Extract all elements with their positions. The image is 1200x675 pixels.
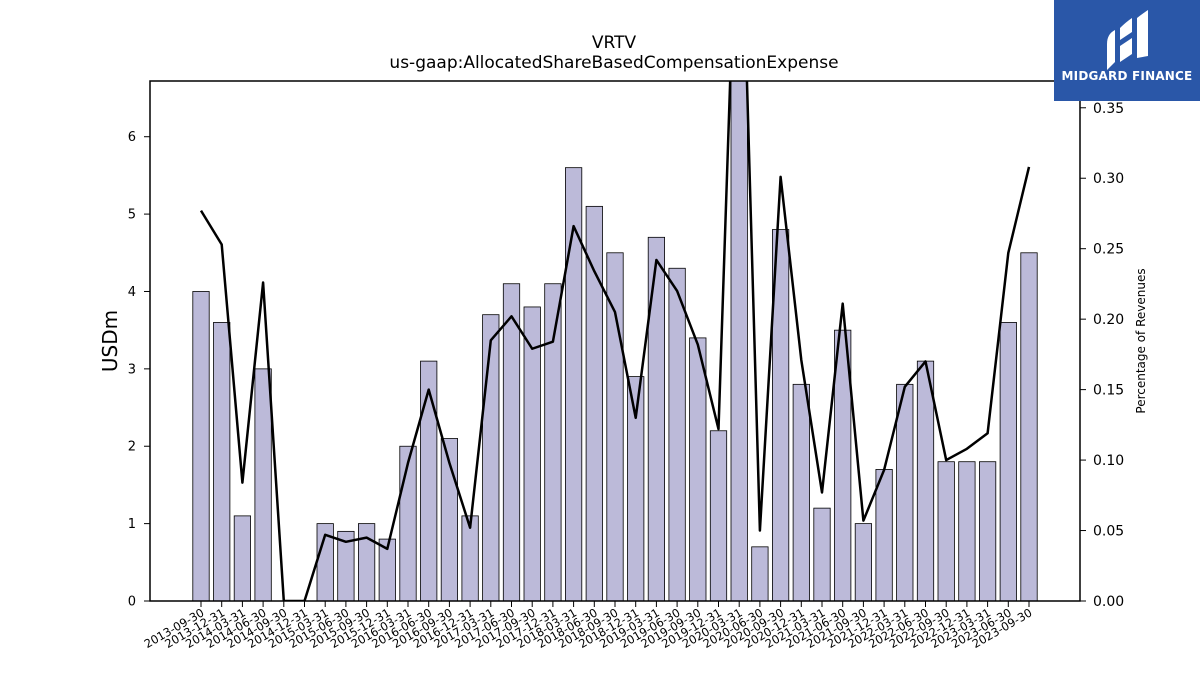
bar-series xyxy=(192,81,1038,601)
bar-2018-09-30 xyxy=(606,252,624,601)
right-tick-label: 0.30 xyxy=(1093,171,1124,187)
left-axis-ticks: 0 1 2 3 4 5 6 xyxy=(128,130,150,610)
bar-2017-03-31 xyxy=(482,314,500,601)
left-tick-label: 1 xyxy=(128,517,136,532)
bar-2013-09-30 xyxy=(192,291,210,601)
chart-title: VRTV xyxy=(592,33,637,53)
bar-2021-03-31 xyxy=(813,507,831,601)
chart-subtitle: us-gaap:AllocatedShareBasedCompensationE… xyxy=(389,53,838,73)
logo-text: MIDGARD FINANCE xyxy=(1061,69,1193,83)
left-tick-label: 4 xyxy=(128,285,136,300)
bar-2017-06-30 xyxy=(502,283,521,601)
bar-2020-06-30 xyxy=(751,546,769,601)
bar-2017-09-30 xyxy=(523,306,541,601)
revenue-percentage-line xyxy=(199,81,1031,601)
bar-2022-12-31 xyxy=(958,461,976,601)
bar-2020-09-30 xyxy=(772,229,790,601)
bar-2016-03-31 xyxy=(399,445,417,601)
bar-2023-06-30 xyxy=(999,322,1017,601)
x-axis-ticks: 2013-09-302013-12-312014-03-312014-06-30… xyxy=(142,601,1035,651)
left-axis-label: USDm xyxy=(98,310,122,372)
bar-2016-06-30 xyxy=(420,360,438,601)
bar-2015-09-30 xyxy=(357,523,376,601)
left-tick-label: 6 xyxy=(128,130,136,145)
bar-2021-06-30 xyxy=(834,329,852,601)
bar-2018-06-30 xyxy=(585,205,603,601)
bar-2019-03-31 xyxy=(647,236,666,601)
bar-2019-09-30 xyxy=(689,337,707,601)
right-tick-label: 0.00 xyxy=(1093,594,1124,610)
right-tick-label: 0.05 xyxy=(1093,524,1124,540)
bar-2022-06-30 xyxy=(916,360,935,601)
left-tick-label: 0 xyxy=(128,595,136,610)
left-tick-label: 2 xyxy=(128,440,136,455)
right-tick-label: 0.25 xyxy=(1093,242,1124,258)
left-tick-label: 5 xyxy=(128,208,136,223)
right-axis-ticks: 0.00 0.05 0.10 0.15 0.20 0.25 0.30 0.35 xyxy=(1080,101,1124,610)
right-tick-label: 0.35 xyxy=(1093,101,1124,117)
bar-2020-03-31 xyxy=(730,81,748,601)
bar-2014-06-30 xyxy=(254,368,272,601)
right-tick-label: 0.15 xyxy=(1093,383,1124,399)
right-axis-label: Percentage of Revenues xyxy=(1134,268,1148,413)
bar-2023-03-31 xyxy=(979,461,997,601)
bar-2020-12-31 xyxy=(792,383,810,601)
right-tick-label: 0.20 xyxy=(1093,312,1124,328)
bar-2023-09-30 xyxy=(1020,252,1038,601)
bar-2013-12-31 xyxy=(213,322,231,601)
bar-2017-12-31 xyxy=(544,283,562,601)
bar-2014-03-31 xyxy=(233,515,251,601)
bar-2022-09-30 xyxy=(937,461,955,601)
bar-2021-09-30 xyxy=(854,523,873,601)
midgard-logo-icon xyxy=(1107,10,1148,70)
line-series xyxy=(199,81,1031,601)
bar-2022-03-31 xyxy=(896,383,914,601)
midgard-logo: MIDGARD FINANCE xyxy=(1054,0,1200,101)
bar-2016-12-31 xyxy=(461,515,479,601)
right-tick-label: 0.10 xyxy=(1093,453,1124,469)
bar-2019-06-30 xyxy=(668,267,686,601)
bar-2018-12-31 xyxy=(627,376,645,601)
left-tick-label: 3 xyxy=(128,362,136,377)
bar-2019-12-31 xyxy=(709,430,728,601)
bar-2021-12-31 xyxy=(875,469,893,601)
